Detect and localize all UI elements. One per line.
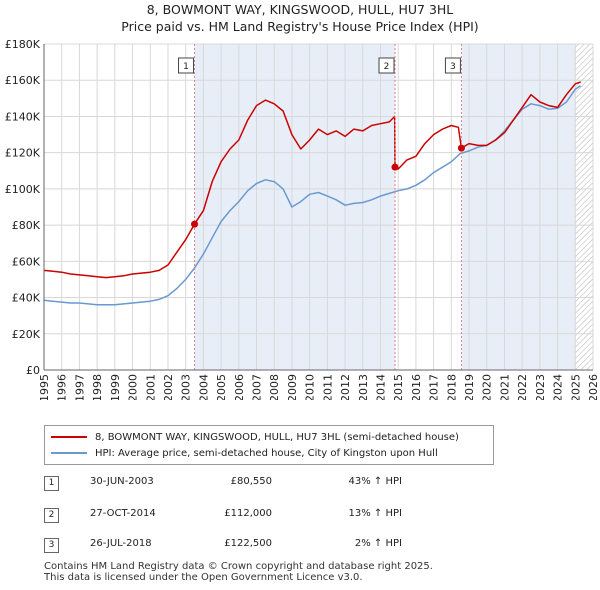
y-tick-label: £80K — [12, 219, 41, 232]
transaction-date: 30-JUN-2003 — [90, 476, 154, 487]
marker-layer: 1 2 3 — [178, 44, 465, 370]
x-tick-label: 2011 — [321, 374, 334, 400]
x-tick-label: 2018 — [445, 374, 458, 400]
transaction-price: £80,550 — [230, 476, 272, 487]
x-tick-label: 2005 — [215, 374, 228, 400]
x-tick-label: 2025 — [569, 374, 582, 400]
x-tick-label: 2009 — [286, 374, 299, 400]
grid-lines — [43, 43, 594, 371]
marker-box — [378, 57, 395, 74]
x-tick-label: 1998 — [91, 374, 104, 400]
marker-point — [191, 220, 199, 228]
x-tick-label: 2017 — [428, 374, 441, 400]
marker-box — [444, 57, 461, 74]
y-tick-label: £60K — [12, 255, 41, 268]
x-tick-label: 1999 — [109, 374, 122, 400]
marker-box — [178, 57, 195, 74]
x-tick-label: 2016 — [410, 374, 423, 400]
legend-item-property: 8, BOWMONT WAY, KINGSWOOD, HULL, HU7 3HL… — [51, 430, 459, 444]
marker-label: 1 — [183, 62, 189, 72]
axis-layer: £0 £20K £40K £60K £80K £100K £120K £140K £160K £1… — [5, 38, 600, 400]
transaction-hpi: 13% ↑ HPI — [348, 508, 402, 519]
legend-line-blue — [51, 452, 87, 454]
shaded-region — [461, 44, 576, 370]
x-tick-label: 2001 — [144, 374, 157, 400]
x-tick-label: 2008 — [268, 374, 281, 400]
transaction-date: 27-OCT-2014 — [90, 508, 156, 519]
x-tick-label: 2014 — [374, 374, 387, 400]
x-tick-label: 2020 — [481, 374, 494, 400]
y-tick-label: £0 — [26, 364, 40, 377]
footer-copyright: Contains HM Land Registry data © Crown c… — [44, 561, 433, 572]
y-tick-label: £140K — [5, 110, 41, 123]
x-tick-label: 2010 — [304, 374, 317, 400]
shaded-region — [194, 44, 396, 370]
x-tick-label: 2003 — [180, 374, 193, 400]
x-tick-label: 2013 — [357, 374, 370, 400]
transaction-number: 2 — [44, 508, 59, 523]
marker-point — [391, 163, 399, 171]
x-tick-label: 2015 — [392, 374, 405, 400]
x-tick-label: 2026 — [587, 374, 600, 400]
legend-line-red — [51, 436, 87, 438]
transaction-date: 26-JUL-2018 — [90, 538, 152, 549]
y-tick-label: £120K — [5, 147, 41, 160]
y-tick-label: £20K — [12, 328, 41, 341]
transaction-price: £112,000 — [224, 508, 272, 519]
legend: 8, BOWMONT WAY, KINGSWOOD, HULL, HU7 3HL… — [44, 425, 494, 465]
marker-label: 3 — [450, 62, 456, 72]
x-tick-label: 1996 — [56, 374, 69, 400]
x-tick-label: 2000 — [127, 374, 140, 400]
x-tick-label: 1995 — [38, 374, 51, 400]
chart-title-line1: 8, BOWMONT WAY, KINGSWOOD, HULL, HU7 3HL — [146, 2, 454, 17]
marker-point — [457, 144, 465, 152]
chart-title-line2: Price paid vs. HM Land Registry's House … — [121, 19, 479, 34]
y-tick-label: £180K — [5, 38, 41, 51]
x-tick-label: 2007 — [251, 374, 264, 400]
x-tick-label: 2002 — [162, 374, 175, 400]
transaction-number: 1 — [44, 476, 59, 491]
transaction-price: £122,500 — [224, 538, 272, 549]
x-tick-label: 2023 — [534, 374, 547, 400]
legend-label-hpi: HPI: Average price, semi-detached house,… — [95, 447, 438, 459]
transaction-hpi: 43% ↑ HPI — [348, 476, 402, 487]
x-tick-label: 2019 — [463, 374, 476, 400]
legend-label-property: 8, BOWMONT WAY, KINGSWOOD, HULL, HU7 3HL… — [95, 431, 459, 443]
x-tick-label: 2006 — [233, 374, 246, 400]
price-chart: 1 2 3 £0 £20K £40K £60K £80K £100K £120K £140K £16… — [5, 38, 600, 400]
plot-background — [194, 44, 593, 370]
x-tick-label: 2021 — [498, 374, 511, 400]
transaction-hpi: 2% ↑ HPI — [354, 538, 402, 549]
forecast-hatch-region — [575, 44, 593, 370]
x-tick-label: 2024 — [552, 374, 565, 400]
transaction-number: 3 — [44, 538, 59, 553]
series-line-property — [43, 81, 581, 279]
y-tick-label: £160K — [5, 74, 41, 87]
x-tick-label: 2012 — [339, 374, 352, 400]
legend-item-hpi: HPI: Average price, semi-detached house,… — [51, 446, 438, 460]
x-tick-label: 2022 — [516, 374, 529, 400]
footer-licence: This data is licensed under the Open Gov… — [44, 572, 363, 583]
y-tick-label: £40K — [12, 292, 41, 305]
series-layer — [43, 81, 582, 306]
y-tick-label: £100K — [5, 183, 41, 196]
x-tick-label: 1997 — [73, 374, 86, 400]
marker-label: 2 — [384, 62, 390, 72]
x-tick-label: 2004 — [197, 374, 210, 400]
